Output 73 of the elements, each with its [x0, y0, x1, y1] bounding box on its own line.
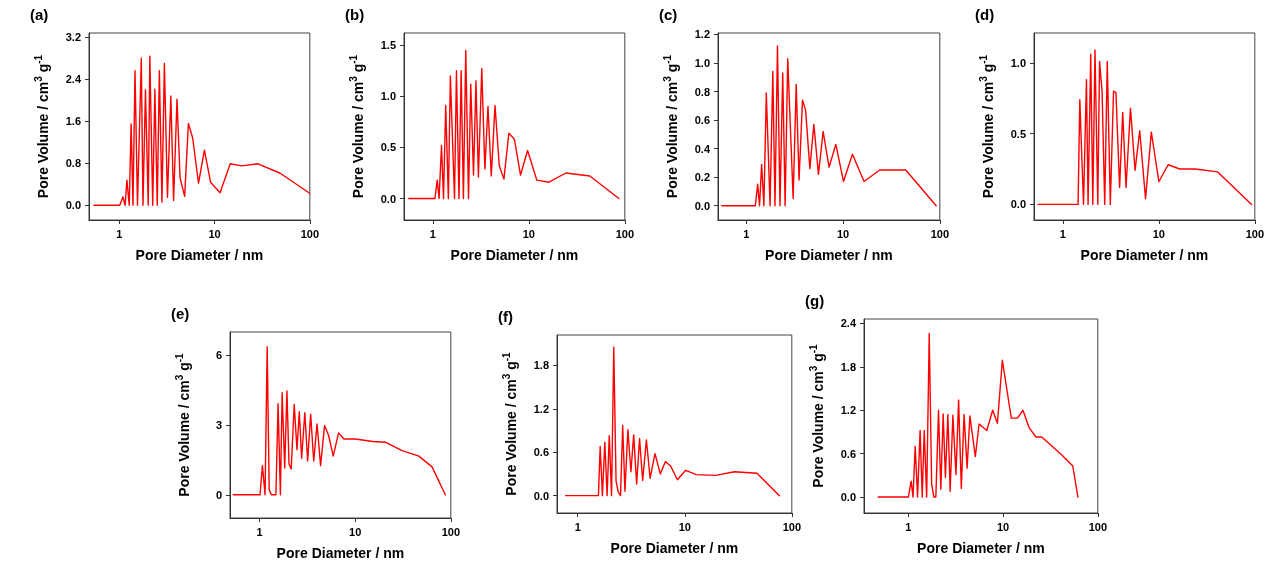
- y-axis-title: Pore Volume / cm3 g-1: [661, 54, 680, 199]
- x-axis-title: Pore Diameter / nm: [135, 247, 264, 263]
- x-tick-label: 10: [349, 525, 362, 538]
- y-axis-title: Pore Volume / cm3 g-1: [500, 351, 519, 496]
- x-axis-title: Pore Diameter / nm: [610, 540, 739, 556]
- x-tick-label: 10: [1152, 227, 1165, 240]
- y-tick-label: 1.8: [840, 360, 856, 373]
- x-tick-label: 1: [1059, 227, 1066, 240]
- x-tick-label: 10: [208, 227, 221, 240]
- chart-title: (f): [498, 308, 513, 325]
- y-tick-label: 1.5: [380, 39, 396, 52]
- y-axis-title: Pore Volume / cm3 g-1: [173, 352, 192, 497]
- x-tick-label: 1: [429, 227, 436, 240]
- y-axis-title: Pore Volume / cm3 g-1: [347, 54, 366, 199]
- x-tick-label: 10: [522, 227, 535, 240]
- y-tick-label: 0: [215, 488, 222, 501]
- y-tick-label: 0.0: [840, 491, 856, 504]
- y-tick-label: 2.4: [65, 73, 82, 86]
- y-tick-label: 0.5: [380, 141, 396, 154]
- x-tick-label: 100: [930, 227, 949, 240]
- x-tick-label: 1: [116, 227, 123, 240]
- y-tick-label: 0.2: [694, 171, 710, 184]
- x-tick-label: 100: [441, 525, 460, 538]
- y-tick-label: 2.4: [840, 317, 857, 330]
- y-tick-label: 0.0: [694, 199, 710, 212]
- x-axis-title: Pore Diameter / nm: [917, 540, 1045, 556]
- x-axis-title: Pore Diameter / nm: [276, 545, 405, 561]
- x-tick-label: 100: [782, 520, 801, 533]
- chart-title: (e): [171, 305, 190, 322]
- x-tick-label: 10: [678, 520, 691, 533]
- x-tick-label: 10: [836, 227, 850, 240]
- x-axis-title: Pore Diameter / nm: [1080, 247, 1209, 263]
- x-tick-label: 100: [1088, 520, 1107, 533]
- x-axis-title: Pore Diameter / nm: [450, 247, 579, 263]
- chart-title: (b): [345, 6, 365, 23]
- y-tick-label: 1.0: [694, 56, 710, 69]
- y-tick-label: 1.2: [840, 404, 856, 417]
- x-axis-title: Pore Diameter / nm: [765, 247, 893, 263]
- y-tick-label: 0.5: [1010, 127, 1026, 140]
- y-tick-label: 1.2: [533, 402, 549, 415]
- y-tick-label: 0.0: [65, 199, 81, 212]
- x-tick-label: 100: [300, 227, 319, 240]
- y-tick-label: 1.6: [65, 115, 81, 128]
- y-tick-label: 0.0: [533, 489, 549, 502]
- y-tick-label: 0.8: [694, 85, 710, 98]
- y-tick-label: 6: [215, 349, 222, 362]
- y-tick-label: 1.8: [533, 359, 549, 372]
- chart-title: (d): [975, 6, 995, 23]
- y-tick-label: 1.0: [1010, 56, 1026, 69]
- chart-title: (c): [659, 6, 678, 23]
- y-tick-label: 0.0: [1010, 198, 1026, 211]
- y-axis-title: Pore Volume / cm3 g-1: [32, 54, 51, 199]
- y-tick-label: 3: [215, 419, 222, 431]
- x-tick-label: 100: [615, 227, 634, 240]
- y-tick-label: 0.6: [533, 446, 549, 459]
- x-tick-label: 1: [743, 227, 750, 240]
- y-axis-title: Pore Volume / cm3 g-1: [807, 343, 826, 488]
- x-tick-label: 1: [905, 520, 912, 533]
- x-tick-label: 1: [574, 520, 581, 533]
- y-tick-label: 0.0: [380, 192, 396, 205]
- chart-title: (a): [30, 6, 49, 23]
- x-tick-label: 1: [256, 525, 263, 538]
- y-tick-label: 0.6: [840, 447, 856, 460]
- y-tick-label: 1.0: [380, 90, 396, 103]
- y-tick-label: 0.4: [694, 142, 711, 155]
- y-tick-label: 0.6: [694, 114, 710, 127]
- chart-title: (g): [805, 292, 825, 309]
- x-tick-label: 100: [1245, 227, 1264, 240]
- x-tick-label: 10: [996, 520, 1010, 533]
- y-tick-label: 0.8: [65, 157, 81, 170]
- y-tick-label: 3.2: [65, 31, 81, 44]
- y-tick-label: 1.2: [694, 28, 710, 41]
- y-axis-title: Pore Volume / cm3 g-1: [977, 54, 996, 199]
